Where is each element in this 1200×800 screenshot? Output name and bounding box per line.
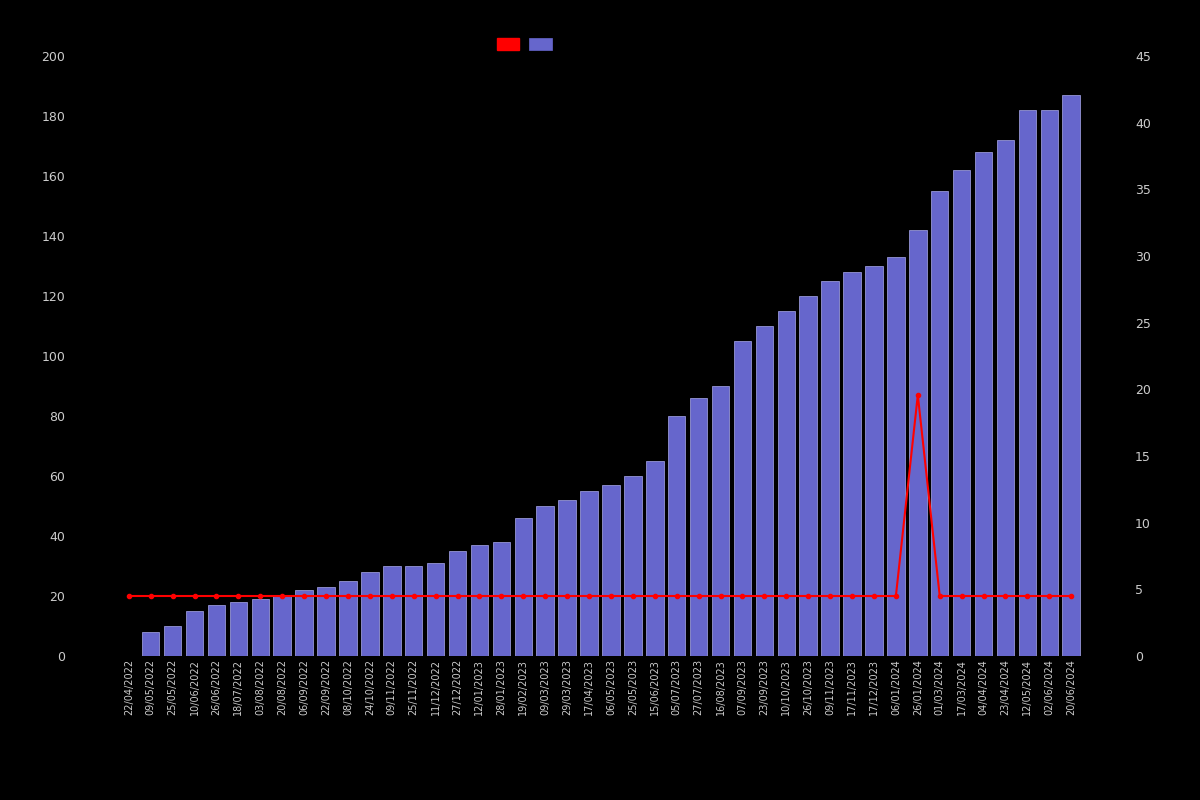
Bar [733, 341, 751, 656]
Bar [536, 506, 554, 656]
Bar [581, 491, 598, 656]
Bar [1062, 95, 1080, 656]
Bar [142, 632, 160, 656]
Bar [974, 152, 992, 656]
Bar [558, 500, 576, 656]
Bar [515, 518, 532, 656]
Bar [821, 281, 839, 656]
Bar [668, 416, 685, 656]
Bar [383, 566, 401, 656]
Bar [602, 485, 619, 656]
Bar [690, 398, 707, 656]
Bar [646, 461, 664, 656]
Bar [208, 605, 226, 656]
Bar [712, 386, 730, 656]
Bar [756, 326, 773, 656]
Bar [844, 272, 860, 656]
Bar [778, 311, 796, 656]
Bar [910, 230, 926, 656]
Bar [449, 551, 467, 656]
Bar [887, 257, 905, 656]
Bar [186, 611, 203, 656]
Bar [470, 545, 488, 656]
Bar [361, 572, 379, 656]
Bar [295, 590, 313, 656]
Bar [1019, 110, 1036, 656]
Bar [229, 602, 247, 656]
Bar [931, 191, 948, 656]
Bar [865, 266, 883, 656]
Bar [317, 587, 335, 656]
Bar [252, 599, 269, 656]
Bar [799, 296, 817, 656]
Bar [427, 563, 444, 656]
Bar [404, 566, 422, 656]
Bar [340, 581, 356, 656]
Bar [997, 140, 1014, 656]
Bar [274, 596, 290, 656]
Bar [493, 542, 510, 656]
Bar [1040, 110, 1058, 656]
Legend: , : , [497, 38, 556, 51]
Bar [624, 476, 642, 656]
Bar [953, 170, 971, 656]
Bar [164, 626, 181, 656]
